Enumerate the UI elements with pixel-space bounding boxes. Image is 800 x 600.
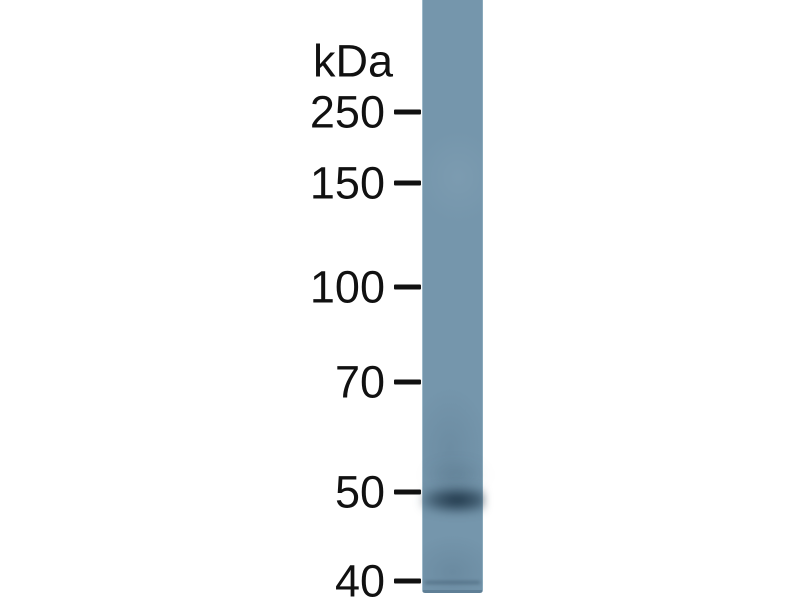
marker-tick-50 xyxy=(394,489,421,495)
gel-lane xyxy=(420,0,485,593)
marker-tick-70 xyxy=(394,379,421,385)
marker-label-150: 150 xyxy=(309,157,385,209)
marker-label-100: 100 xyxy=(309,261,385,313)
marker-row-100: 100 xyxy=(310,265,421,310)
marker-row-50: 50 xyxy=(335,470,421,515)
marker-tick-100 xyxy=(394,284,421,290)
kda-unit-label: kDa xyxy=(312,35,393,87)
marker-row-250: 250 xyxy=(310,90,421,135)
marker-label-40: 40 xyxy=(334,555,385,600)
marker-label-250: 250 xyxy=(309,86,385,138)
molecular-weight-ladder: kDa 250 150 100 70 50 40 xyxy=(310,39,421,600)
marker-row-40: 40 xyxy=(335,559,421,600)
marker-tick-40 xyxy=(394,578,421,584)
marker-row-150: 150 xyxy=(310,161,421,206)
marker-tick-250 xyxy=(394,109,421,115)
protein-band-50kda xyxy=(420,484,485,516)
marker-label-50: 50 xyxy=(334,466,385,518)
marker-label-70: 70 xyxy=(334,356,385,408)
marker-row-70: 70 xyxy=(335,360,421,405)
kda-unit-row: kDa xyxy=(313,39,421,84)
lane-bottom-shadow xyxy=(425,581,480,584)
band-smear-above-50kda xyxy=(420,452,485,490)
marker-tick-150 xyxy=(394,180,421,186)
